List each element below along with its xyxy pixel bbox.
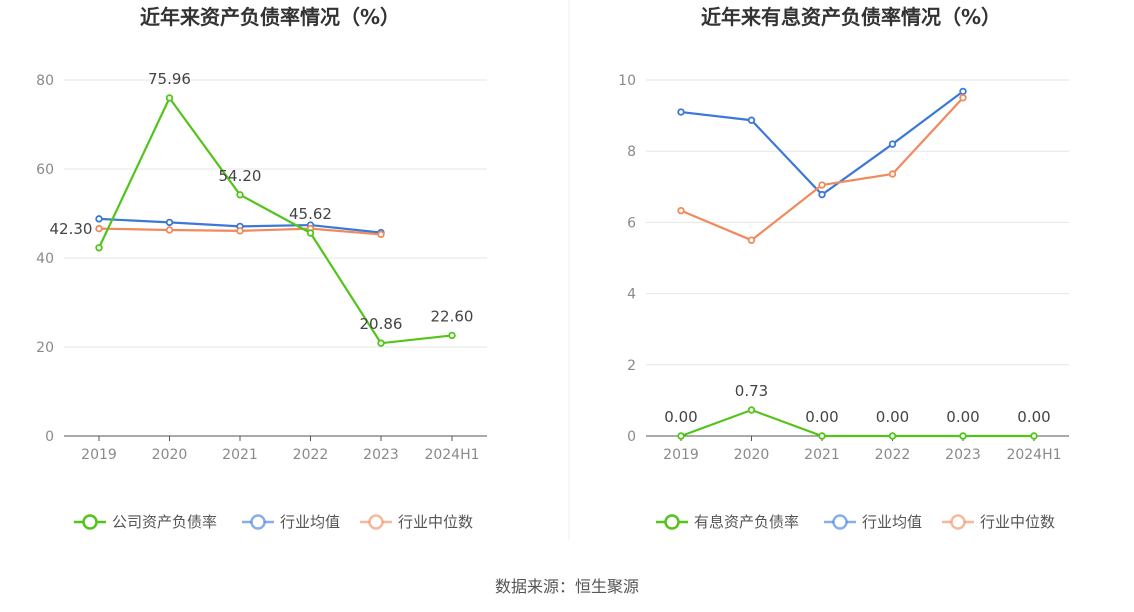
- data-point[interactable]: [888, 140, 897, 148]
- data-label: 0.00: [876, 408, 909, 426]
- legend-item[interactable]: 公司资产负债率: [74, 513, 217, 531]
- data-label: 0.00: [664, 408, 697, 426]
- y-tick-label: 40: [36, 251, 54, 267]
- data-label: 0.00: [946, 408, 979, 426]
- legend-label: 行业中位数: [980, 513, 1055, 531]
- data-point[interactable]: [677, 108, 685, 116]
- y-tick-label: 0: [627, 429, 636, 445]
- data-point[interactable]: [165, 226, 174, 234]
- data-label: 20.86: [360, 315, 403, 333]
- x-tick-label: 2024H1: [1006, 447, 1061, 463]
- legend-marker: [368, 514, 384, 530]
- data-point[interactable]: [677, 432, 685, 440]
- series-line: [680, 408, 1034, 438]
- y-tick-label: 8: [627, 144, 636, 160]
- data-point[interactable]: [747, 236, 756, 244]
- x-tick-label: 2020: [734, 447, 770, 463]
- data-point[interactable]: [1030, 432, 1038, 440]
- data-label: 75.96: [148, 70, 191, 88]
- data-point[interactable]: [95, 215, 103, 223]
- data-point[interactable]: [747, 406, 756, 414]
- series-line: [98, 95, 453, 345]
- legend-label: 有息资产负债率: [694, 513, 799, 531]
- legend-item[interactable]: 行业中位数: [360, 513, 473, 531]
- chart-title: 近年来有息资产负债率情况（%）: [701, 5, 1001, 29]
- x-tick-label: 2022: [875, 447, 911, 463]
- source-label: 数据来源：恒生聚源: [495, 577, 639, 596]
- data-point[interactable]: [95, 224, 103, 233]
- y-tick-label: 4: [627, 287, 636, 303]
- chart-1: 近年来资产负债率情况（%） 0 20 40 60 80 2019 2020 2021 2022 20…: [36, 5, 487, 531]
- y-tick-label: 6: [627, 215, 636, 231]
- data-point[interactable]: [888, 170, 897, 178]
- data-label: 0.00: [1017, 408, 1050, 426]
- chart-2: 近年来有息资产负债率情况（%） 0 2 4 6 8 10 2019 2020 2021 2022 20…: [618, 5, 1069, 531]
- data-label: 45.62: [289, 205, 332, 223]
- x-tick-label: 2022: [293, 447, 329, 463]
- data-point[interactable]: [236, 227, 244, 235]
- legend-item[interactable]: 有息资产负债率: [656, 513, 799, 531]
- series-3: [677, 94, 967, 244]
- data-point[interactable]: [818, 190, 826, 199]
- y-tick-label: 0: [45, 429, 54, 445]
- legend-marker: [82, 514, 98, 530]
- y-tick-label: 10: [618, 73, 636, 89]
- data-point[interactable]: [959, 432, 967, 440]
- data-point[interactable]: [448, 331, 456, 340]
- legend-label: 行业均值: [862, 513, 922, 531]
- legend-label: 公司资产负债率: [112, 513, 217, 531]
- data-point[interactable]: [959, 94, 967, 102]
- legend-marker: [950, 514, 966, 530]
- x-tick-label: 2019: [81, 447, 117, 463]
- series-1: [677, 406, 1038, 440]
- legend-item[interactable]: 行业均值: [242, 513, 340, 531]
- data-point[interactable]: [888, 432, 897, 440]
- data-point[interactable]: [747, 116, 756, 124]
- legend-label: 行业中位数: [398, 513, 473, 531]
- y-tick-label: 80: [36, 73, 54, 89]
- data-label: 54.20: [219, 167, 262, 185]
- data-point[interactable]: [959, 87, 967, 96]
- legend-item[interactable]: 行业均值: [824, 513, 922, 531]
- data-point[interactable]: [377, 339, 385, 347]
- data-label: 42.30: [50, 220, 93, 238]
- x-tick-label: 2024H1: [424, 447, 479, 463]
- legend-marker: [250, 514, 266, 530]
- x-tick-label: 2023: [363, 447, 399, 463]
- legend-marker: [832, 514, 848, 530]
- data-point[interactable]: [377, 230, 385, 239]
- legend-label: 行业均值: [280, 513, 340, 531]
- series-1: [95, 94, 456, 347]
- data-point[interactable]: [236, 191, 244, 199]
- chart-title: 近年来资产负债率情况（%）: [140, 5, 400, 29]
- y-tick-label: 2: [627, 358, 636, 374]
- series-2: [677, 87, 967, 199]
- data-point[interactable]: [818, 432, 826, 440]
- data-point[interactable]: [306, 229, 315, 237]
- x-tick-label: 2021: [804, 447, 840, 463]
- data-point[interactable]: [677, 206, 685, 215]
- x-tick-label: 2019: [663, 447, 699, 463]
- data-label: 22.60: [431, 307, 474, 325]
- y-tick-label: 20: [36, 340, 54, 356]
- data-label: 0.00: [805, 408, 838, 426]
- legend-marker: [664, 514, 680, 530]
- data-point[interactable]: [818, 181, 826, 189]
- data-point[interactable]: [165, 218, 174, 227]
- x-tick-label: 2023: [945, 447, 981, 463]
- series-line: [680, 97, 964, 242]
- data-point[interactable]: [95, 244, 103, 252]
- x-tick-label: 2021: [222, 447, 258, 463]
- data-point[interactable]: [165, 94, 174, 102]
- data-label: 0.73: [735, 382, 768, 400]
- x-tick-label: 2020: [152, 447, 188, 463]
- y-tick-label: 60: [36, 162, 54, 178]
- legend-item[interactable]: 行业中位数: [942, 513, 1055, 531]
